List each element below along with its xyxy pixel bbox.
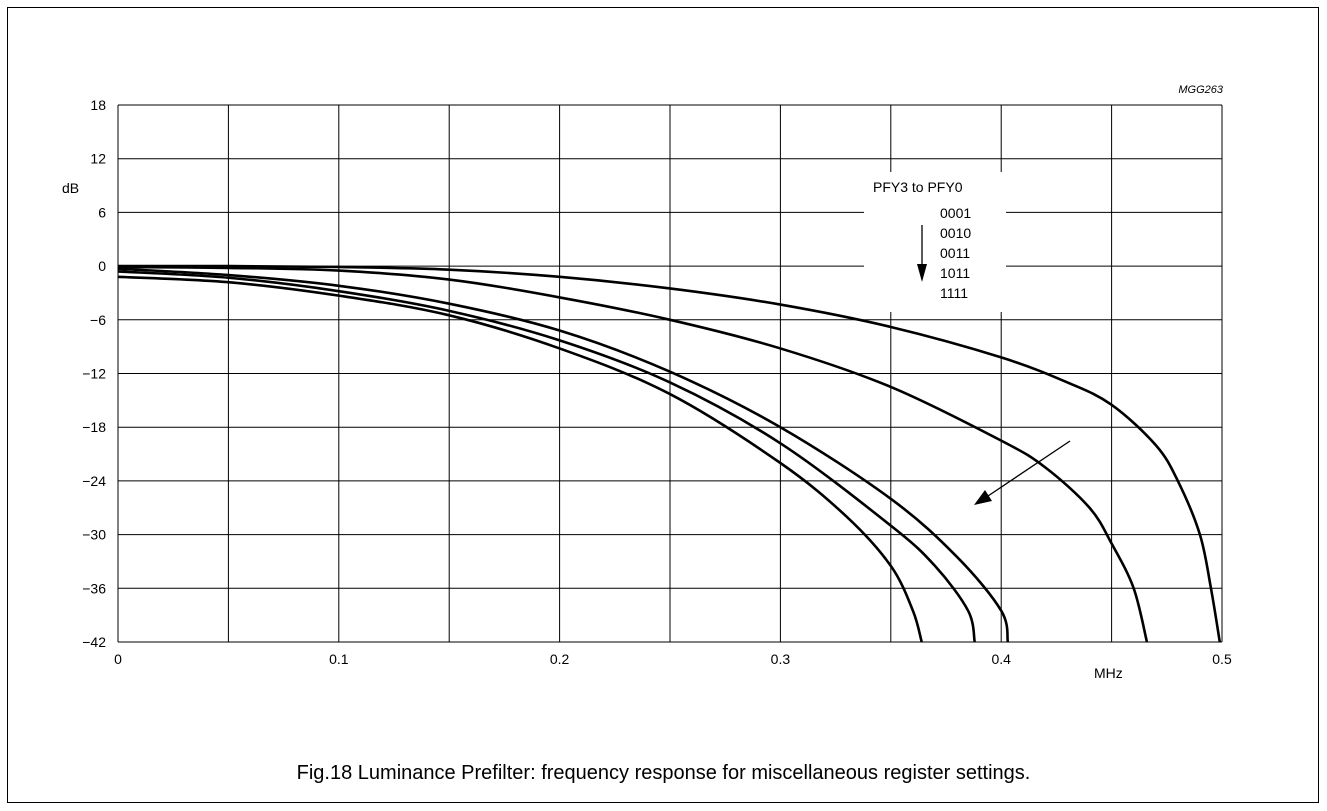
- series-line-0001: [117, 264, 1222, 643]
- legend-entries: 0001 0010 0011 1011 1111: [940, 205, 971, 301]
- tick-labels: 0 0.1 0.2 0.3 0.4 0.5 18 12 6 0 −6 −12 −18 −24 −30 −36 −…: [82, 97, 1232, 667]
- figure-frame: [7, 7, 1319, 803]
- y-tick-label: 12: [90, 151, 106, 167]
- series-line-1011: [117, 270, 976, 643]
- figure-caption: Fig.18 Luminance Prefilter: frequency re…: [296, 762, 1031, 784]
- series-line-0010: [117, 265, 1149, 643]
- y-tick-label: −12: [82, 366, 106, 382]
- x-tick-label: 0: [114, 651, 122, 667]
- legend-entry: 0001: [940, 205, 971, 221]
- y-tick-label: −42: [82, 634, 106, 650]
- trend-arrow-shaft: [987, 440, 1071, 497]
- legend-title: PFY3 to PFY0: [873, 179, 963, 195]
- legend-entry: 0011: [940, 245, 970, 261]
- legend-entry: 1011: [940, 265, 970, 281]
- y-tick-label: −36: [82, 580, 106, 596]
- y-tick-label: 6: [98, 204, 106, 220]
- x-tick-label: 0.3: [771, 651, 791, 667]
- x-tick-label: 0.1: [329, 651, 349, 667]
- x-axis-label: MHz: [1094, 665, 1123, 681]
- y-axis-label: dB: [62, 180, 79, 196]
- y-tick-label: −30: [82, 527, 106, 543]
- y-tick-label: −6: [90, 312, 106, 328]
- y-tick-label: 18: [90, 97, 106, 113]
- series-line-0011: [117, 267, 1010, 643]
- y-tick-label: 0: [98, 258, 106, 274]
- legend-entry: 1111: [940, 285, 968, 301]
- legend-arrow-head-icon: [917, 264, 927, 282]
- y-tick-label: −18: [82, 419, 106, 435]
- grid: [117, 104, 1223, 643]
- legend: PFY3 to PFY0 0001 0010 0011 1011 1111: [864, 172, 1006, 312]
- figure-code: MGG263: [1178, 84, 1224, 96]
- trend-arrow-head-icon: [974, 490, 992, 505]
- y-tick-label: −24: [82, 473, 106, 489]
- curves: [117, 264, 1222, 643]
- x-tick-label: 0.5: [1212, 651, 1232, 667]
- series-line-1111: [117, 275, 923, 643]
- legend-entry: 0010: [940, 225, 971, 241]
- legend-background: [864, 172, 1006, 312]
- x-tick-label: 0.4: [991, 651, 1011, 667]
- x-tick-label: 0.2: [550, 651, 570, 667]
